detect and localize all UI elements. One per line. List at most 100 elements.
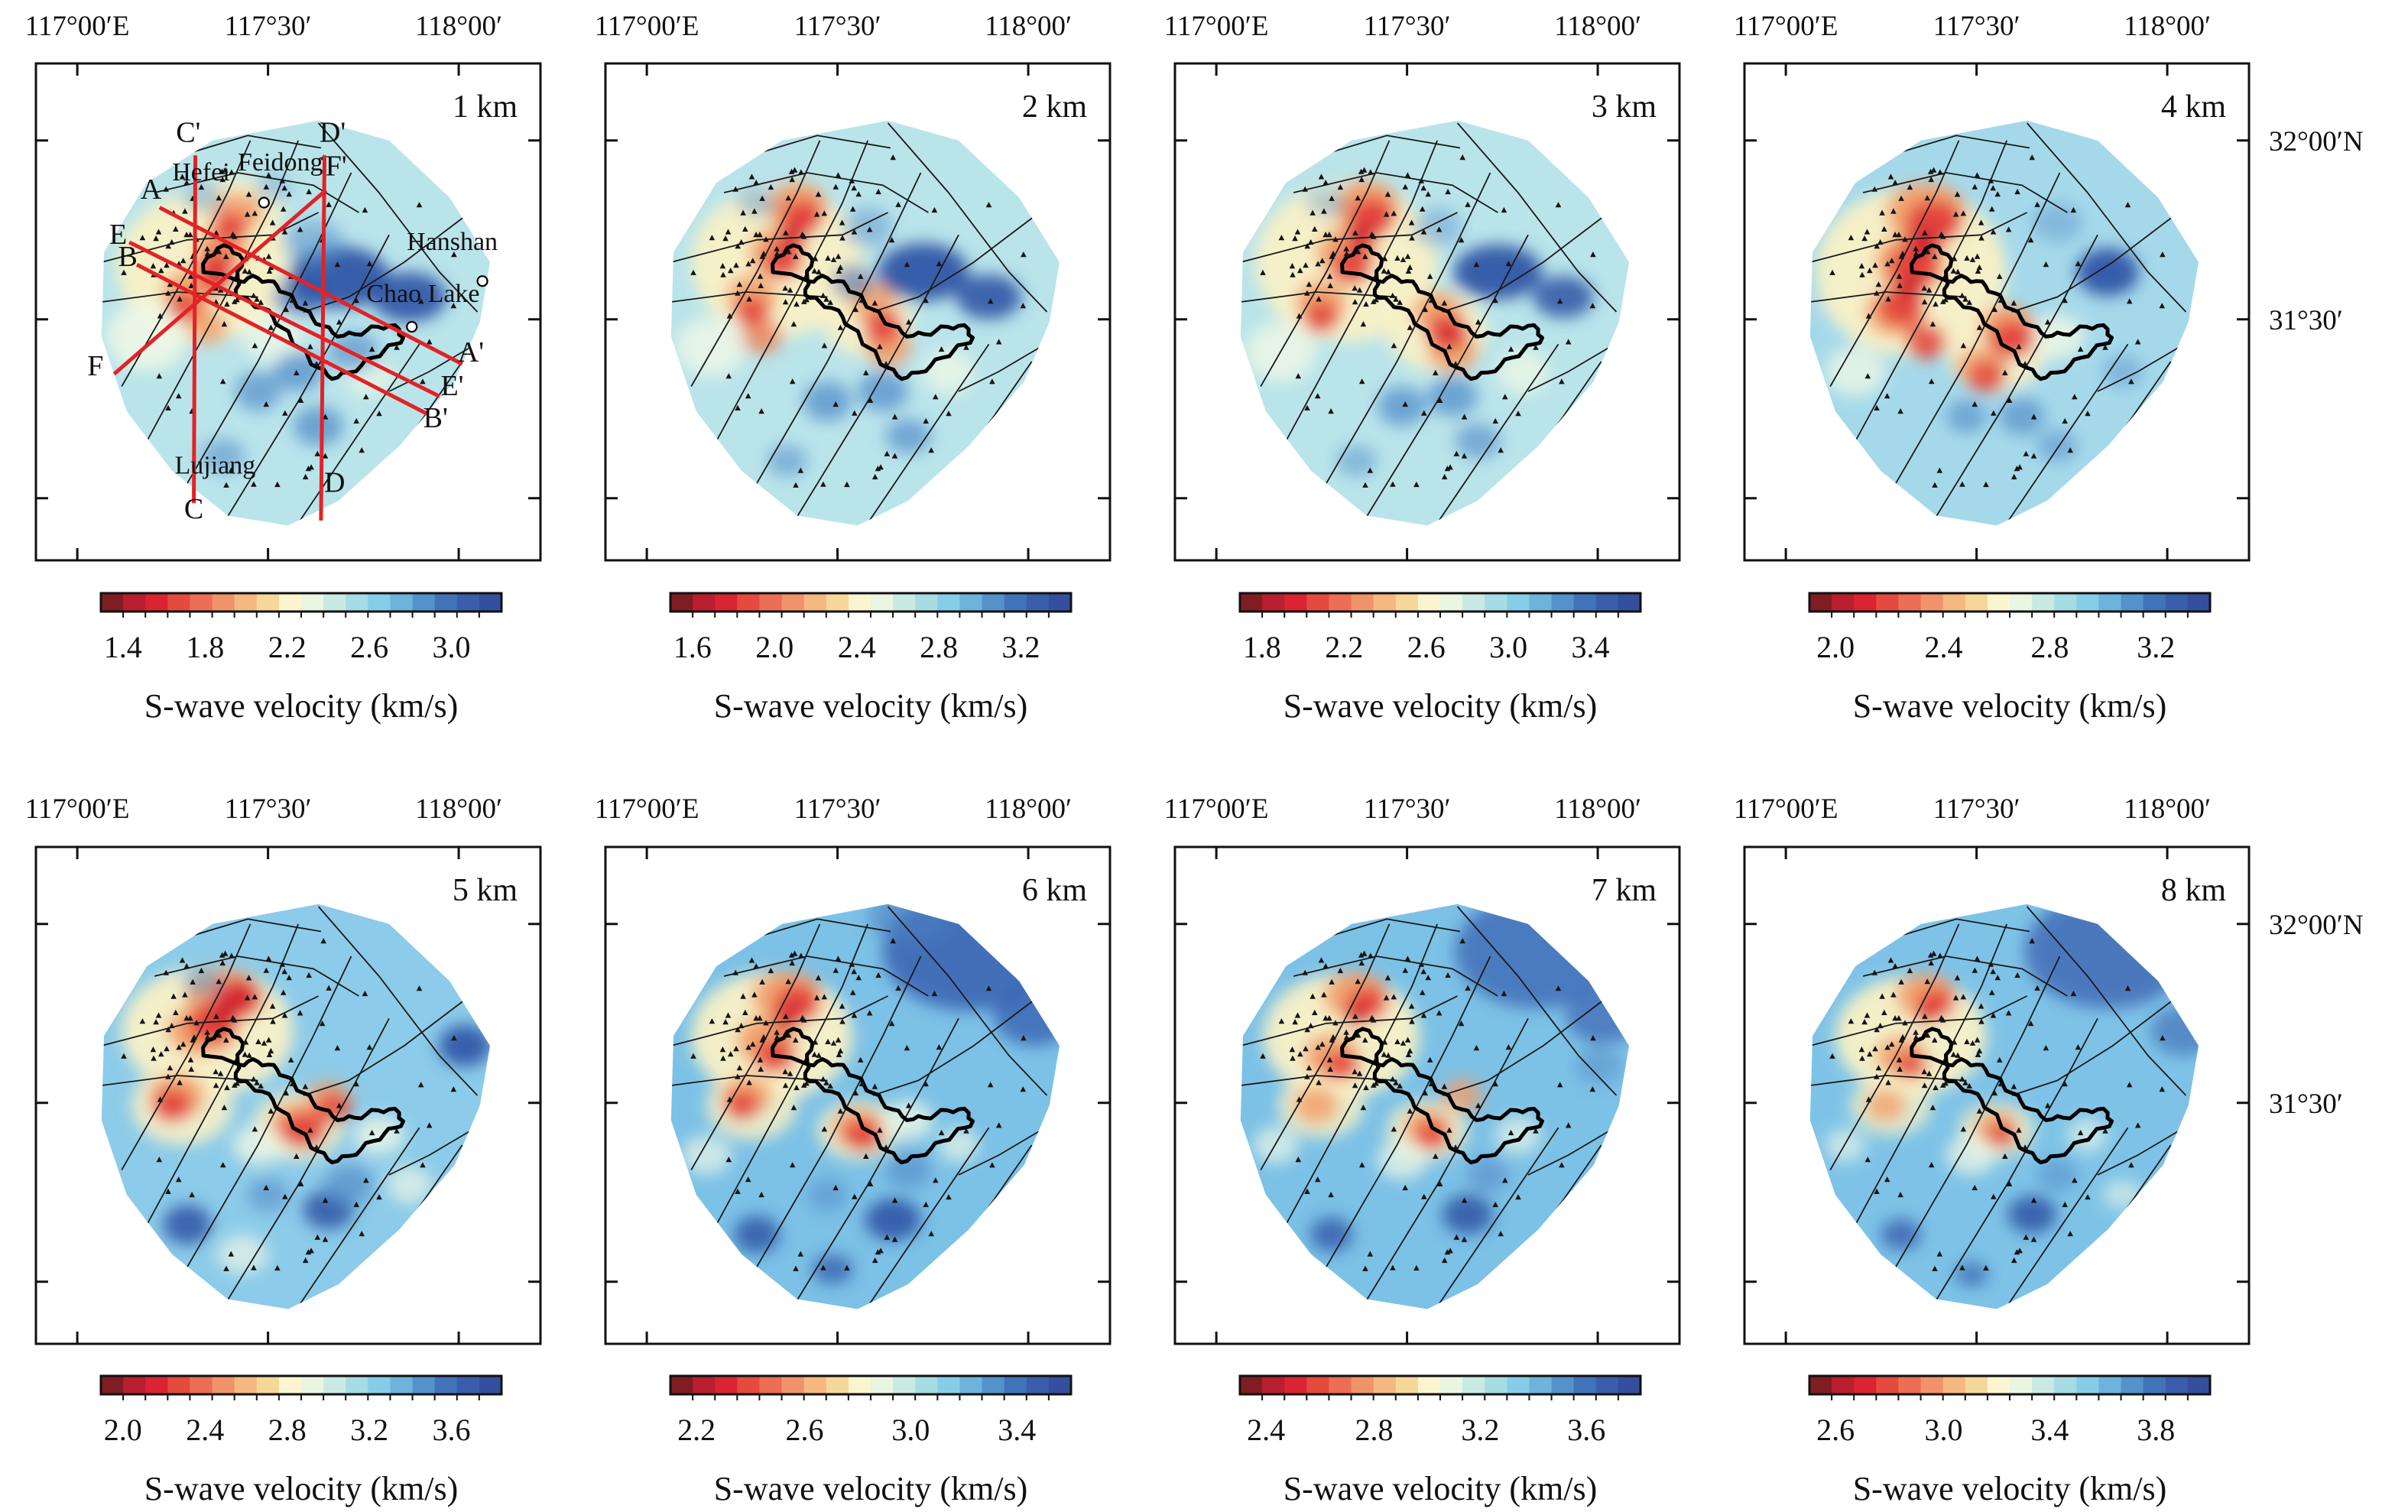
- velocity-anomaly-blob: [1439, 326, 1462, 347]
- station-marker: [176, 1044, 182, 1050]
- station-marker: [1355, 978, 1361, 985]
- station-marker: [832, 967, 839, 973]
- station-marker: [748, 174, 755, 180]
- station-marker: [725, 373, 732, 379]
- station-marker: [738, 238, 745, 245]
- station-marker: [1319, 1041, 1326, 1047]
- velocity-anomaly-blob: [1906, 324, 1947, 359]
- station-marker: [1939, 233, 1946, 239]
- fault-line: [121, 923, 252, 1170]
- station-marker: [835, 172, 842, 178]
- station-marker: [183, 232, 190, 238]
- colorbar-segment: [893, 593, 916, 612]
- station-marker: [242, 268, 248, 274]
- station-marker: [2043, 1045, 2049, 1051]
- station-marker: [1358, 959, 1365, 966]
- station-marker: [281, 185, 287, 191]
- velocity-anomaly-blob: [1336, 445, 1377, 477]
- station-marker: [857, 273, 864, 279]
- station-marker: [2014, 466, 2020, 472]
- fault-line: [670, 995, 888, 1046]
- lon-tick-label: 118°00′: [985, 11, 1072, 42]
- colorbar-segment: [323, 1376, 346, 1394]
- station-marker: [232, 298, 238, 304]
- station-marker: [1436, 1180, 1443, 1186]
- station-marker: [725, 1012, 732, 1018]
- colorbar-frame: [669, 592, 1073, 613]
- colorbar-segment: [1987, 593, 2010, 612]
- lon-tick-label: 117°00′E: [595, 793, 699, 825]
- station-marker: [793, 482, 799, 488]
- colorbar-segment: [1898, 593, 1921, 612]
- fault-line: [177, 172, 352, 501]
- fault-line: [857, 1127, 990, 1309]
- station-marker: [821, 342, 828, 349]
- panel-6km: 117°00′E 117°30′ 118°00′ 6 km 2.2 2.6 3.0 3.4 S-…: [595, 793, 1112, 1507]
- station-marker: [155, 229, 162, 235]
- fault-line: [388, 1124, 481, 1176]
- station-marker: [1289, 263, 1296, 269]
- fault-line: [146, 923, 300, 1225]
- fault-line: [2011, 212, 2179, 313]
- station-marker: [1954, 975, 1961, 981]
- colorbar-segment: [2121, 593, 2144, 612]
- station-marker: [758, 1192, 764, 1198]
- velocity-anomaly-blob: [742, 319, 782, 355]
- colorbar-segment: [1395, 593, 1419, 612]
- station-marker: [1952, 994, 1959, 1001]
- station-marker: [820, 1264, 826, 1270]
- station-marker: [1896, 1015, 1902, 1021]
- colorbar-segment: [1898, 1376, 1921, 1394]
- fault-line: [690, 140, 821, 387]
- velocity-anomaly-blob: [2029, 314, 2085, 359]
- station-marker: [787, 1070, 793, 1076]
- station-marker: [2077, 346, 2084, 352]
- station-marker: [170, 993, 177, 999]
- colorbar-tick-label: 3.4: [2030, 1413, 2069, 1447]
- station-marker: [690, 269, 696, 275]
- fault-line: [857, 343, 990, 526]
- colorbar-segment: [368, 593, 391, 612]
- station-marker: [1337, 183, 1344, 190]
- velocity-anomaly-blob: [2036, 430, 2078, 462]
- section-label: E: [109, 219, 127, 251]
- colorbar-segment: [1329, 1376, 1352, 1394]
- station-marker: [725, 229, 732, 235]
- station-marker: [308, 464, 314, 470]
- station-marker: [216, 1032, 222, 1038]
- station-marker: [839, 235, 845, 241]
- station-marker: [757, 232, 763, 238]
- station-marker: [1461, 1197, 1468, 1203]
- panel-8km: 117°00′E 117°30′ 118°00′ 32°00′N 31°30′ 8 km 2…: [1734, 793, 2364, 1507]
- station-marker: [904, 1045, 910, 1051]
- station-marker: [851, 969, 857, 975]
- station-marker: [742, 1009, 748, 1015]
- station-marker: [363, 1177, 369, 1183]
- colorbar-segment: [2010, 1376, 2033, 1394]
- station-marker: [1441, 300, 1448, 306]
- station-marker: [1555, 202, 1562, 208]
- station-marker: [2014, 972, 2020, 978]
- station-marker: [289, 1080, 296, 1087]
- station-marker: [758, 1066, 764, 1072]
- lon-tick-label: 117°30′: [1933, 793, 2020, 825]
- station-marker: [1988, 961, 1994, 967]
- velocity-anomaly-blob: [2036, 1157, 2078, 1192]
- colorbar-title: S-wave velocity (km/s): [144, 1470, 459, 1507]
- station-marker: [1859, 1055, 1865, 1061]
- colorbar-segment: [937, 1376, 960, 1394]
- station-marker: [2027, 237, 2034, 243]
- station-marker: [252, 994, 258, 1000]
- velocity-anomaly-blob: [1999, 397, 2045, 436]
- station-marker: [417, 298, 424, 304]
- lon-tick-label: 117°00′E: [25, 793, 130, 825]
- colorbar-segment: [2098, 593, 2121, 612]
- station-marker: [1507, 1129, 1514, 1136]
- colorbar-segment: [803, 593, 827, 612]
- station-marker: [1988, 206, 1995, 212]
- station-marker: [232, 1082, 238, 1088]
- station-marker: [1927, 952, 1934, 958]
- colorbar-segment: [145, 593, 168, 612]
- station-marker: [183, 963, 190, 969]
- colorbar-segment: [1832, 593, 1855, 612]
